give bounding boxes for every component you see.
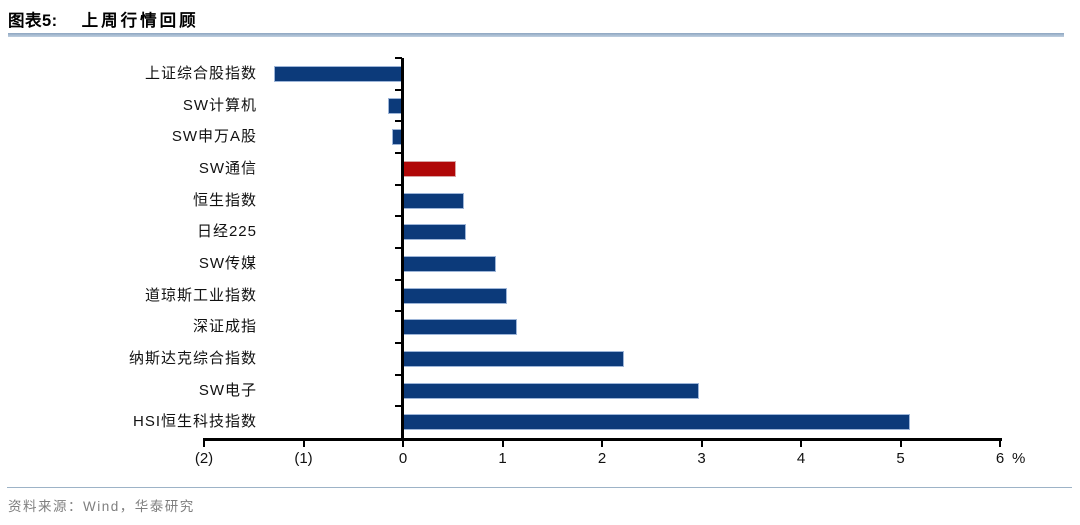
category-label: 道琼斯工业指数 (144, 286, 257, 304)
y-axis-tick (395, 57, 402, 59)
x-tick-label: (2) (194, 450, 214, 467)
category-label: SW申万A股 (171, 128, 257, 146)
x-axis-tick (999, 438, 1001, 447)
source-note: 资料来源：Wind，华泰研究 (8, 499, 195, 514)
x-axis-tick (800, 438, 802, 447)
bar (403, 414, 911, 431)
category-label: SW电子 (198, 381, 257, 399)
figure-title-text: 上周行情回顾 (81, 12, 199, 30)
x-tick-label: 6 (995, 450, 1005, 467)
title-divider (8, 33, 1064, 37)
y-axis-tick (395, 342, 402, 344)
figure-title: 图表5: 上周行情回顾 (8, 7, 199, 31)
x-tick-label: 4 (796, 450, 806, 467)
bar (403, 192, 464, 209)
x-axis-tick (402, 438, 404, 447)
category-label: HSI恒生科技指数 (132, 413, 257, 431)
category-label: SW传媒 (198, 255, 257, 272)
y-axis-tick (395, 152, 402, 154)
y-axis-tick (395, 215, 402, 218)
x-axis-line (204, 438, 1002, 441)
x-tick-label: 5 (896, 450, 905, 467)
x-tick-label: 0 (398, 450, 408, 467)
x-axis-tick (302, 438, 305, 447)
bar (403, 224, 466, 241)
category-label: 上证综合股指数 (144, 65, 257, 82)
x-axis-tick (203, 438, 205, 447)
x-tick-label: 2 (597, 450, 607, 467)
x-axis-tick (601, 438, 603, 447)
x-tick-label: 3 (697, 450, 706, 467)
y-axis-line (401, 58, 404, 441)
category-label: 恒生指数 (192, 191, 257, 209)
y-axis-tick (395, 278, 402, 281)
category-label: 纳斯达克综合指数 (128, 350, 257, 367)
y-axis-tick (395, 405, 402, 408)
figure-number-label: 图表5: (8, 12, 58, 30)
bar (403, 382, 699, 399)
bar (403, 287, 508, 304)
x-axis-tick (501, 438, 504, 447)
y-axis-tick (395, 120, 402, 123)
category-label: 深证成指 (192, 318, 257, 336)
category-label: SW通信 (198, 160, 257, 177)
x-tick-label: (1) (294, 450, 313, 467)
bar (403, 350, 624, 367)
x-axis-tick (700, 438, 703, 447)
bar (403, 319, 518, 336)
y-axis-tick (395, 247, 402, 249)
category-label: SW计算机 (182, 96, 257, 114)
bar (403, 160, 456, 177)
y-axis-tick (395, 183, 402, 186)
y-axis-tick (395, 310, 402, 313)
x-axis-tick (899, 438, 902, 447)
y-axis-tick (395, 373, 402, 376)
y-axis-tick (395, 88, 402, 91)
bar (403, 255, 496, 272)
bar (273, 65, 403, 82)
category-label: 日经225 (196, 223, 257, 241)
x-tick-label: 1 (498, 450, 507, 467)
footer-divider (7, 487, 1072, 488)
axis-unit-label: % (1012, 450, 1026, 467)
